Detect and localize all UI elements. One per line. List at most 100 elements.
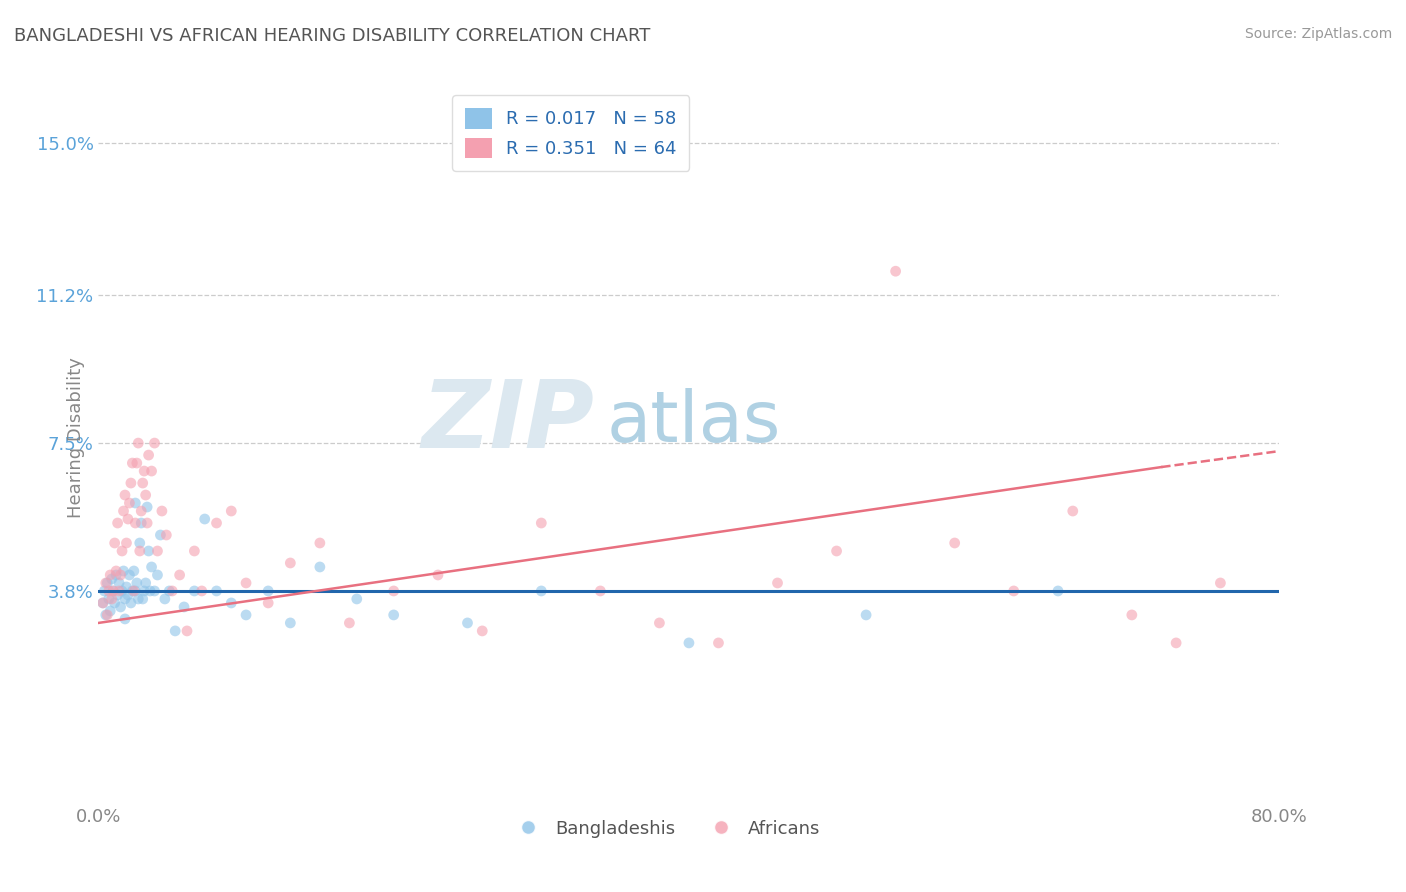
Point (149, 528, 172, 542)
Point (115, 580, 138, 594)
Point (1121, 607, 1143, 622)
Point (427, 568, 450, 582)
Text: ZIP: ZIP (422, 376, 595, 468)
Point (173, 599, 195, 614)
Point (117, 512, 139, 526)
Point (128, 544, 150, 558)
Point (127, 591, 149, 606)
Point (155, 528, 177, 542)
Point (104, 536, 127, 550)
Point (150, 504, 173, 518)
Point (120, 476, 142, 491)
Point (205, 584, 228, 599)
Point (153, 591, 176, 606)
Point (346, 591, 368, 606)
Point (108, 584, 131, 599)
Point (143, 436, 166, 450)
Point (205, 516, 228, 530)
Point (105, 564, 128, 578)
Point (138, 448, 160, 462)
Point (135, 576, 157, 591)
Point (146, 544, 169, 558)
Point (132, 591, 155, 606)
Point (128, 536, 150, 550)
Point (112, 504, 135, 518)
Point (110, 568, 132, 582)
Point (100, 572, 122, 586)
Point (125, 576, 148, 591)
Point (235, 576, 257, 591)
Point (118, 496, 141, 510)
Point (107, 516, 129, 530)
Point (766, 576, 789, 591)
Point (280, 615, 302, 630)
Point (143, 584, 166, 599)
Point (678, 636, 700, 650)
Point (191, 584, 214, 599)
Point (162, 584, 183, 599)
Point (112, 564, 135, 578)
Point (1209, 576, 1232, 591)
Point (94, 576, 117, 591)
Point (855, 607, 877, 622)
Point (97, 591, 120, 606)
Point (114, 612, 136, 626)
Point (105, 568, 128, 582)
Point (382, 584, 405, 599)
Point (194, 512, 217, 526)
Point (115, 536, 138, 550)
Point (134, 464, 156, 478)
Legend: Bangladeshis, Africans: Bangladeshis, Africans (503, 813, 828, 845)
Point (104, 596, 127, 610)
Point (157, 584, 180, 599)
Point (97, 584, 120, 599)
Point (309, 560, 332, 574)
Point (124, 516, 146, 530)
Point (111, 584, 134, 599)
Text: Source: ZipAtlas.com: Source: ZipAtlas.com (1244, 27, 1392, 41)
Point (129, 516, 152, 530)
Point (108, 576, 131, 591)
Point (103, 584, 125, 599)
Point (1062, 504, 1084, 518)
Point (129, 504, 152, 518)
Point (141, 464, 163, 478)
Point (257, 584, 280, 599)
Point (122, 564, 145, 578)
Point (139, 584, 162, 599)
Point (111, 544, 134, 558)
Point (141, 560, 163, 574)
Point (257, 596, 280, 610)
Point (146, 568, 169, 582)
Point (280, 556, 302, 570)
Point (91, 596, 114, 610)
Point (96, 576, 118, 591)
Point (91, 596, 114, 610)
Y-axis label: Hearing Disability: Hearing Disability (66, 357, 84, 517)
Point (457, 615, 479, 630)
Point (176, 624, 198, 638)
Point (134, 584, 156, 599)
Point (183, 584, 205, 599)
Point (114, 488, 136, 502)
Point (100, 591, 122, 606)
Point (120, 596, 142, 610)
Point (98, 568, 121, 582)
Point (884, 264, 907, 278)
Point (530, 516, 553, 530)
Point (122, 584, 145, 599)
Point (382, 607, 405, 622)
Point (1046, 584, 1070, 599)
Point (169, 568, 191, 582)
Point (530, 584, 553, 599)
Point (309, 536, 332, 550)
Point (136, 516, 159, 530)
Point (165, 624, 187, 638)
Point (707, 636, 730, 650)
Point (136, 500, 159, 514)
Point (124, 584, 146, 599)
Point (98, 604, 121, 618)
Point (127, 436, 149, 450)
Point (125, 456, 148, 470)
Point (135, 488, 157, 502)
